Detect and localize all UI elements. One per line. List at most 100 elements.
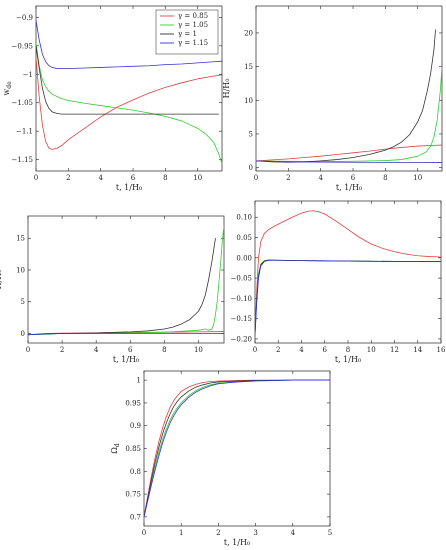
x-tick-label: 0 bbox=[34, 174, 38, 182]
series-group bbox=[28, 225, 224, 336]
x-tick-label: 0 bbox=[253, 346, 257, 354]
y-tick-label: 0.9 bbox=[130, 422, 141, 430]
series-line-4 bbox=[36, 20, 222, 69]
x-tick-label: 3 bbox=[253, 529, 257, 537]
series-line-2 bbox=[256, 66, 442, 162]
y-tick-label: 0.10 bbox=[236, 214, 252, 222]
x-axis-label: t, 1/H₀ bbox=[336, 183, 362, 192]
y-tick-label: 20 bbox=[244, 29, 253, 37]
x-axis-label: t, 1/H₀ bbox=[116, 183, 142, 192]
legend-entry: γ = 1 bbox=[178, 30, 197, 38]
x-tick-label: 4 bbox=[94, 346, 99, 354]
series-line-1 bbox=[36, 57, 222, 150]
x-tick-label: 8 bbox=[383, 174, 387, 182]
y-tick-label: 10 bbox=[244, 97, 253, 105]
series-line-1 bbox=[256, 144, 442, 162]
x-tick-label: 0 bbox=[26, 346, 30, 354]
chart-4: 0 2 4 6 8 10 12 14 16 0.10 0.05 0.00 −0.05 −0.10 −0.15… bbox=[231, 200, 446, 364]
plot-frame bbox=[255, 5, 443, 172]
y-tick-label: −1.15 bbox=[12, 156, 33, 164]
series-group bbox=[36, 20, 222, 164]
x-tick-label: 14 bbox=[413, 346, 422, 354]
series-line-3 bbox=[256, 29, 436, 163]
plot-frame bbox=[143, 370, 331, 527]
x-tick-label: 10 bbox=[194, 346, 203, 354]
series-line-3 bbox=[144, 379, 330, 517]
y-tick-label: 0.85 bbox=[125, 445, 141, 453]
y-tick-label: −1.05 bbox=[12, 99, 33, 107]
y-tick-label: −0.20 bbox=[231, 335, 252, 343]
legend-entry: γ = 1.05 bbox=[178, 21, 208, 29]
x-tick-label: 0 bbox=[142, 529, 146, 537]
legend-box bbox=[155, 9, 219, 55]
y-tick-label: −0.9 bbox=[16, 14, 33, 22]
x-tick-label: 6 bbox=[351, 174, 356, 182]
series-line-3 bbox=[28, 238, 216, 336]
series-line-2 bbox=[36, 42, 222, 164]
x-tick-label: 4 bbox=[299, 346, 304, 354]
series-line-4 bbox=[144, 379, 330, 517]
y-axis-label: wde bbox=[2, 81, 13, 96]
y-tick-label: 5 bbox=[21, 298, 25, 306]
y-tick-label: 0.75 bbox=[125, 491, 141, 499]
y-tick-label: 0.05 bbox=[236, 234, 252, 242]
x-tick-label: 4 bbox=[318, 174, 323, 182]
x-tick-label: 16 bbox=[437, 346, 446, 354]
series-line-4 bbox=[28, 333, 224, 336]
legend: γ = 0.85γ = 1.05γ = 1γ = 1.15 bbox=[155, 9, 219, 55]
series-group bbox=[255, 210, 441, 335]
x-axis-label: t, 1/H₀ bbox=[224, 538, 250, 547]
x-tick-label: 12 bbox=[390, 346, 399, 354]
x-tick-label: 10 bbox=[413, 174, 422, 182]
x-tick-label: 2 bbox=[216, 529, 220, 537]
x-tick-label: 2 bbox=[66, 174, 70, 182]
y-tick-label: 10 bbox=[16, 266, 25, 274]
x-tick-label: 10 bbox=[367, 346, 376, 354]
chart-3: 0 2 4 6 8 10 0 5 10 15 t, 1/H₀ Ḣ/H₀ bbox=[0, 215, 225, 364]
legend-entry: γ = 1.15 bbox=[178, 39, 208, 47]
chart-5: 0 1 2 3 4 5 0.7 0.75 0.8 0.85 0.9 0.95 1 t, 1/H₀ Ωd bbox=[110, 370, 332, 547]
y-tick-label: 1 bbox=[137, 377, 141, 385]
legend-entry: γ = 0.85 bbox=[178, 12, 208, 20]
y-tick-label: −1 bbox=[23, 71, 33, 79]
y-tick-label: 0.95 bbox=[125, 399, 141, 407]
series-line-3 bbox=[36, 45, 219, 115]
x-tick-label: 8 bbox=[346, 346, 350, 354]
series-line-2 bbox=[28, 225, 224, 336]
chart-1: 0 2 4 6 8 10 −0.9 −0.95 −1 −1.05 −1.1 −1.15 t, 1/H₀ w… bbox=[2, 5, 223, 192]
y-tick-label: −0.15 bbox=[231, 315, 252, 323]
series-line-2 bbox=[255, 259, 441, 335]
x-tick-label: 6 bbox=[323, 346, 328, 354]
x-axis-label: t, 1/H₀ bbox=[113, 355, 139, 364]
y-tick-label: 0 bbox=[249, 164, 253, 172]
x-tick-label: 8 bbox=[163, 174, 167, 182]
y-tick-label: −1.1 bbox=[16, 128, 33, 136]
y-axis-label: Ḣ/H₀ bbox=[0, 270, 3, 290]
y-tick-label: 0.00 bbox=[236, 254, 252, 262]
x-axis-label: t, 1/H₀ bbox=[335, 355, 361, 364]
x-tick-label: 2 bbox=[276, 346, 280, 354]
y-tick-label: 0.7 bbox=[130, 513, 141, 521]
series-line-2 bbox=[144, 379, 330, 517]
series-line-1 bbox=[255, 210, 441, 335]
x-tick-label: 4 bbox=[291, 529, 296, 537]
x-tick-label: 6 bbox=[128, 346, 133, 354]
y-tick-label: −0.95 bbox=[12, 42, 33, 50]
series-group bbox=[144, 379, 330, 517]
series-group bbox=[256, 29, 442, 163]
plot-frame bbox=[35, 5, 223, 172]
y-tick-label: 15 bbox=[244, 63, 253, 71]
series-line-1 bbox=[144, 379, 330, 517]
y-tick-label: 5 bbox=[249, 130, 253, 138]
chart-2: 0 2 4 6 8 10 0 5 10 15 20 t, 1/H₀ H/H₀ bbox=[222, 5, 443, 192]
series-line-3 bbox=[255, 259, 441, 335]
x-tick-label: 8 bbox=[162, 346, 166, 354]
y-tick-label: 0 bbox=[21, 330, 25, 338]
x-tick-label: 0 bbox=[254, 174, 258, 182]
series-line-4 bbox=[256, 160, 442, 163]
x-tick-label: 5 bbox=[328, 529, 332, 537]
y-tick-label: 15 bbox=[16, 235, 25, 243]
plot-frame bbox=[27, 215, 225, 344]
y-axis-label: Ωd bbox=[110, 443, 121, 454]
